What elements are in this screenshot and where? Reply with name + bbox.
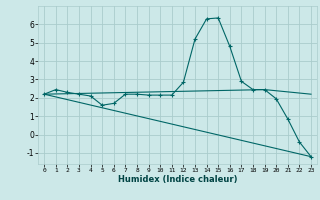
X-axis label: Humidex (Indice chaleur): Humidex (Indice chaleur) (118, 175, 237, 184)
